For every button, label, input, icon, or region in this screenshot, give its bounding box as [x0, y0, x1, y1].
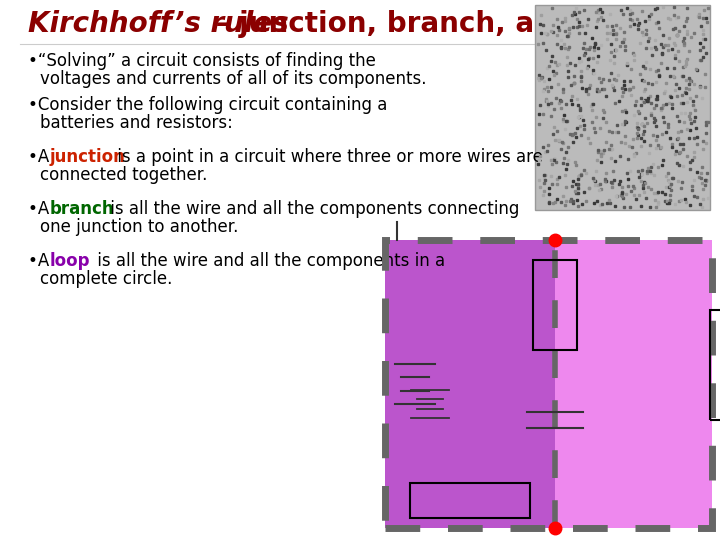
- Bar: [535, 5, 710, 210]
- Text: complete circle.: complete circle.: [40, 270, 172, 288]
- Text: •“Solving” a circuit consists of finding the: •“Solving” a circuit consists of finding…: [28, 52, 376, 70]
- Text: voltages and currents of all of its components.: voltages and currents of all of its comp…: [40, 70, 426, 88]
- Text: – junction, branch, and loop: – junction, branch, and loop: [206, 10, 651, 38]
- Text: is all the wire and all the components in a: is all the wire and all the components i…: [92, 252, 445, 270]
- Text: Kirchhoff’s rules: Kirchhoff’s rules: [28, 10, 289, 38]
- Text: batteries and resistors:: batteries and resistors:: [40, 114, 233, 132]
- Text: branch: branch: [50, 200, 114, 218]
- Text: •A: •A: [28, 148, 55, 166]
- Text: one junction to another.: one junction to another.: [40, 218, 238, 236]
- Bar: [410, 483, 530, 518]
- Bar: [385, 240, 555, 528]
- Bar: [710, 310, 720, 420]
- Bar: [555, 240, 712, 528]
- Text: is all the wire and all the components connecting: is all the wire and all the components c…: [105, 200, 519, 218]
- Text: •Consider the following circuit containing a: •Consider the following circuit containi…: [28, 96, 387, 114]
- Text: •A: •A: [28, 252, 55, 270]
- Bar: [533, 260, 577, 350]
- Text: •A: •A: [28, 200, 55, 218]
- Text: junction: junction: [50, 148, 126, 166]
- Bar: [385, 240, 712, 528]
- Text: connected together.: connected together.: [40, 166, 207, 184]
- Text: loop: loop: [50, 252, 91, 270]
- Text: is a point in a circuit where three or more wires are: is a point in a circuit where three or m…: [112, 148, 543, 166]
